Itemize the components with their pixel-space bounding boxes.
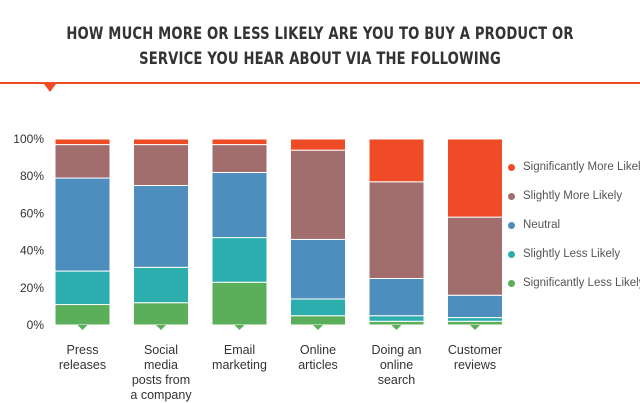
category-label-press-releases: Press releases — [46, 343, 120, 373]
bar-segment-customer-reviews-significantly-more-likely — [447, 138, 503, 218]
category-label-line: Email — [223, 343, 256, 357]
category-label-line: search — [377, 373, 416, 387]
y-tick-label-4: 80% — [20, 169, 44, 183]
bar-segment-doing-an-online-search-slightly-more-likely — [368, 181, 425, 279]
category-label-social-media-posts-from-a-company: Social media posts from a company — [124, 343, 198, 403]
category-label-line: media — [143, 358, 179, 372]
bar-segment-press-releases-significantly-less-likely — [54, 304, 111, 326]
legend-label: Significantly Less Likely — [523, 277, 640, 289]
bar-pointer-email-marketing — [234, 325, 245, 330]
bar-pointer-press-releases — [77, 325, 88, 330]
category-label-online-articles: Online articles — [281, 343, 355, 373]
bar-segment-online-articles-neutral — [290, 238, 346, 300]
bar-segment-press-releases-slightly-less-likely — [54, 270, 111, 306]
category-label-line: Online — [299, 343, 337, 357]
legend-item-neutral: Neutral — [508, 216, 640, 234]
legend-swatch-icon — [508, 221, 515, 229]
bar-pointer-customer-reviews — [470, 325, 480, 330]
category-label-line: Doing an — [371, 343, 422, 357]
bar-segment-social-media-posts-from-a-company-slightly-more-likely — [133, 144, 189, 186]
category-label-line: articles — [298, 358, 338, 372]
category-label-line: online — [379, 358, 414, 372]
bar-segment-email-marketing-slightly-less-likely — [211, 237, 268, 283]
chart-title-line-1: HOW MUCH MORE OR LESS LIKELY ARE YOU TO … — [66, 24, 574, 44]
bar-segment-email-marketing-significantly-more-likely — [211, 138, 268, 146]
bar-segment-press-releases-significantly-more-likely — [54, 138, 111, 146]
category-label-line: a company — [130, 388, 192, 402]
legend-label: Slightly More Likely — [523, 190, 623, 202]
bar-segment-customer-reviews-slightly-more-likely — [447, 216, 503, 296]
y-tick-label-3: 60% — [20, 206, 44, 220]
bar-segment-press-releases-slightly-more-likely — [54, 144, 111, 179]
bar-segment-social-media-posts-from-a-company-significantly-less-likely — [133, 302, 189, 326]
legend-item-significantly-more-likely: Significantly More Likely — [508, 158, 640, 176]
legend-item-slightly-more-likely: Slightly More Likely — [508, 187, 640, 205]
bar-segment-customer-reviews-neutral — [447, 294, 503, 319]
category-label-email-marketing: Email marketing — [203, 343, 277, 373]
y-tick-label-2: 40% — [20, 244, 44, 258]
bar-segment-doing-an-online-search-significantly-less-likely — [368, 320, 425, 326]
bar-segment-online-articles-significantly-more-likely — [290, 138, 346, 151]
y-tick-label-5: 100% — [13, 132, 44, 146]
legend-label: Neutral — [523, 219, 561, 231]
chart-title-line-2: SERVICE YOU HEAR ABOUT VIA THE FOLLOWING — [139, 49, 501, 69]
category-label-line: posts from — [131, 373, 191, 387]
chart-title: HOW MUCH MORE OR LESS LIKELY ARE YOU TO … — [45, 22, 595, 72]
bar-pointer-online-articles — [313, 325, 323, 330]
bar-segment-email-marketing-slightly-more-likely — [211, 144, 268, 173]
legend-item-significantly-less-likely: Significantly Less Likely — [508, 274, 640, 292]
bar-segment-customer-reviews-slightly-less-likely — [447, 317, 503, 322]
category-label-line: reviews — [453, 358, 497, 372]
bar-segment-online-articles-significantly-less-likely — [290, 315, 346, 326]
bar-segment-doing-an-online-search-neutral — [368, 278, 425, 317]
bar-segment-press-releases-neutral — [54, 177, 111, 272]
bar-segment-social-media-posts-from-a-company-significantly-more-likely — [133, 138, 189, 146]
category-label-line: Customer — [447, 343, 503, 357]
bar-segment-doing-an-online-search-slightly-less-likely — [368, 315, 425, 322]
category-label-line: Social — [143, 343, 179, 357]
title-accent-stripe — [0, 82, 640, 92]
legend-swatch-icon — [508, 279, 515, 287]
y-tick-label-1: 20% — [20, 281, 44, 295]
category-label-line: marketing — [212, 358, 267, 372]
category-label-line: Press — [66, 343, 99, 357]
category-label-customer-reviews: Customer reviews — [438, 343, 512, 373]
legend-swatch-icon — [508, 250, 515, 258]
legend-item-slightly-less-likely: Slightly Less Likely — [508, 245, 640, 263]
chart-legend: Significantly More Likely Slightly More L… — [508, 158, 640, 303]
bar-segment-online-articles-slightly-more-likely — [290, 149, 346, 240]
legend-swatch-icon — [508, 163, 515, 171]
bar-pointer-doing-an-online-search — [391, 325, 402, 330]
y-tick-label-0: 0% — [27, 318, 45, 332]
bar-segment-doing-an-online-search-significantly-more-likely — [368, 138, 425, 183]
bar-segment-email-marketing-neutral — [211, 171, 268, 239]
legend-label: Slightly Less Likely — [523, 248, 621, 260]
bar-pointer-social-media-posts-from-a-company — [156, 325, 166, 330]
bar-segment-customer-reviews-significantly-less-likely — [447, 320, 503, 326]
bar-segment-online-articles-slightly-less-likely — [290, 298, 346, 317]
bar-segment-email-marketing-significantly-less-likely — [211, 281, 268, 326]
legend-swatch-icon — [508, 192, 515, 200]
category-label-doing-an-online-search: Doing an online search — [360, 343, 434, 388]
bar-segment-social-media-posts-from-a-company-neutral — [133, 185, 189, 268]
category-label-line: releases — [58, 358, 107, 372]
bar-segment-social-media-posts-from-a-company-slightly-less-likely — [133, 266, 189, 304]
legend-label: Significantly More Likely — [523, 161, 640, 173]
